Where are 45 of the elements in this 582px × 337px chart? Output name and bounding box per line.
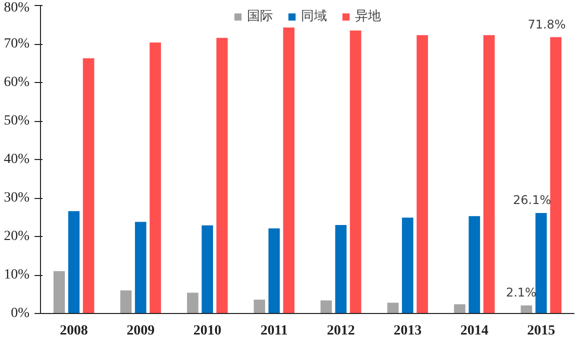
bar [202,225,214,314]
bar [216,38,228,314]
x-tick-label: 2009 [126,324,155,337]
legend-label: 国际 [247,8,273,25]
x-tick-label: 2015 [527,324,556,337]
bar [520,305,532,314]
legend-label: 同域 [301,8,327,25]
y-tick-label: 40% [4,152,30,167]
y-tick-label: 80% [4,0,30,16]
y-tick-label: 0% [10,306,30,321]
bar [402,218,414,314]
bar [335,224,347,314]
bar [134,222,146,314]
bar [454,304,466,314]
x-tick-label: 2008 [60,324,88,337]
x-tick-label: 2011 [260,324,288,337]
bar [268,228,280,314]
y-tick-label: 70% [4,36,30,52]
x-tick-label: 2013 [394,324,422,337]
bar [283,27,294,314]
x-tick-label: 2012 [326,324,355,337]
legend-label: 异地 [355,8,381,25]
bar [254,300,266,314]
y-tick-label: 30% [4,190,30,206]
x-tick-label: 2014 [460,324,488,337]
bar [550,37,562,314]
data-label: 71.8% [528,17,566,32]
bar [320,300,332,314]
bar [150,42,161,314]
bar [535,213,547,314]
y-tick-label: 10% [4,268,30,282]
bar [54,271,65,314]
bar [120,290,132,314]
bar [187,292,198,314]
bar [350,30,362,314]
y-tick-label: 20% [4,229,30,244]
y-tick-label: 60% [4,75,30,90]
bar [387,302,399,314]
bar [82,58,94,314]
bar [68,211,80,314]
bar [468,216,480,314]
y-tick-label: 50% [4,114,30,128]
bar [483,35,495,314]
bar [416,35,428,314]
x-tick-label: 2010 [193,324,222,337]
